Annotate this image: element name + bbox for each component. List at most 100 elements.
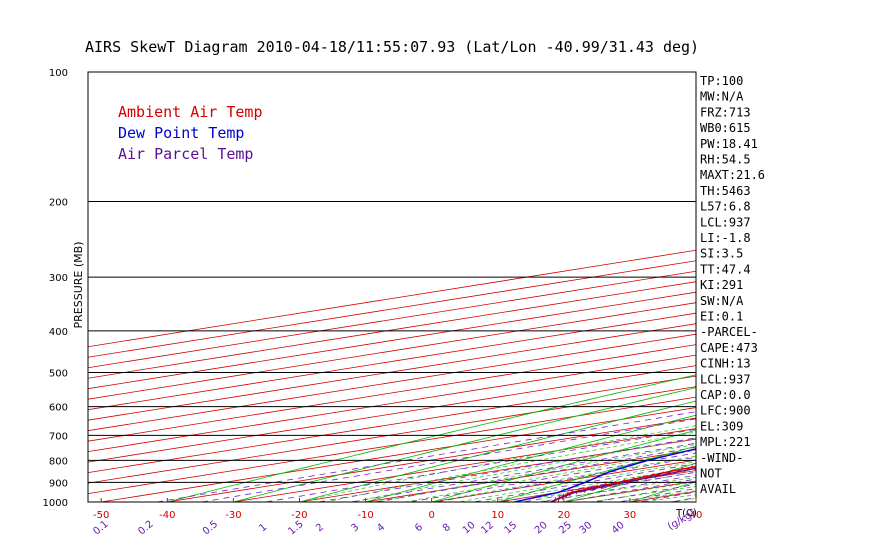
isotherm-line — [88, 260, 696, 358]
mixing-ratio-line — [539, 474, 696, 502]
pressure-tick-label: 800 — [49, 456, 68, 467]
isotherm-line — [88, 386, 696, 484]
cape-hatch-line — [794, 442, 805, 448]
legend-entry: Ambient Air Temp — [118, 103, 263, 121]
moist-adiabat-line — [350, 437, 696, 502]
bottom-temp-tick-label: -50 — [93, 510, 109, 521]
mixing-ratio-tick-label: 12 — [479, 520, 496, 537]
index-entry: KI:291 — [700, 278, 743, 292]
bottom-temp-tick-label: 30 — [624, 510, 637, 521]
dry-adiabat-line — [430, 429, 696, 502]
dry-adiabat-line — [694, 501, 696, 502]
cape-hatch-line — [784, 445, 794, 451]
mixing-ratio-tick-label: 4 — [375, 522, 387, 535]
pressure-tick-label: 600 — [49, 403, 68, 414]
legend: Ambient Air Temp Dew Point Temp Air Parcel… — [118, 103, 263, 163]
moist-adiabat-line — [455, 461, 696, 502]
cape-hatch-line — [815, 438, 827, 444]
index-entry: RH:54.5 — [700, 153, 751, 167]
ambient-temp-line — [550, 465, 696, 502]
index-entry: SW:N/A — [700, 294, 744, 308]
index-entry: TP:100 — [700, 74, 743, 88]
index-entry: -PARCEL- — [700, 325, 758, 339]
index-entry: AVAIL — [700, 482, 736, 496]
index-entry: NOT — [700, 467, 722, 481]
mixing-ratio-line — [471, 463, 696, 502]
bottom-temp-tick-label: 20 — [557, 510, 570, 521]
index-entry: CINH:13 — [700, 357, 751, 371]
mixing-ratio-tick-label: 6 — [413, 522, 425, 535]
dry-adiabat-line — [297, 400, 696, 502]
cape-hatch-line — [858, 428, 870, 434]
mixing-ratio-tick-label: 3 — [349, 522, 361, 535]
isotherm-line — [88, 375, 696, 474]
index-entry: CAP:0.0 — [700, 388, 751, 402]
isotherm-line — [88, 354, 696, 453]
isotherm-line — [88, 270, 696, 369]
index-entry: MW:N/A — [700, 90, 744, 104]
dewpoint-line — [514, 448, 696, 502]
index-entry: LFC:900 — [700, 404, 751, 418]
pressure-tick-label: 400 — [49, 327, 68, 338]
isotherm-line — [164, 417, 696, 502]
moist-adiabat-line — [534, 476, 696, 502]
mixing-ratio-line — [263, 428, 696, 502]
bottom-temp-tick-label: -40 — [159, 510, 175, 521]
isotherm-line — [88, 396, 696, 495]
cape-hatch-line — [774, 447, 783, 453]
index-entry: PW:18.41 — [700, 137, 758, 151]
pressure-tick-label: 200 — [49, 197, 68, 208]
mixing-ratio-tick-label: 15 — [502, 520, 519, 537]
bottom-temp-tick-label: 40 — [690, 510, 703, 521]
isotherm-line — [88, 344, 696, 442]
pressure-tick-label: 500 — [49, 369, 68, 380]
cape-hatch-line — [764, 449, 773, 455]
moist-adiabat-line — [324, 431, 696, 502]
cape-hatch-line — [755, 451, 763, 457]
mixing-ratio-line — [520, 471, 696, 502]
moist-adiabat-line — [297, 425, 696, 502]
dry-adiabat-line — [364, 414, 696, 502]
index-entry: CAPE:473 — [700, 341, 758, 355]
bottom-temp-tick-label: -10 — [357, 510, 373, 521]
mixing-ratio-tick-label: 10 — [461, 520, 478, 537]
isotherm-line — [771, 72, 870, 511]
mixing-ratio-tick-label: 0.5 — [201, 519, 220, 538]
plot-frame — [87, 71, 697, 503]
index-entry: -WIND- — [700, 451, 743, 465]
isotherm-line — [296, 438, 696, 502]
moist-adiabat-line — [482, 466, 696, 502]
index-entry: SI:3.5 — [700, 247, 743, 261]
index-entry: L57:6.8 — [700, 200, 751, 214]
bottom-temp-tick-label: -20 — [291, 510, 307, 521]
bottom-temp-tick-label: 0 — [428, 510, 434, 521]
dry-adiabat-line — [165, 374, 696, 502]
index-entry: MPL:221 — [700, 435, 751, 449]
cape-hatch-line — [836, 433, 849, 439]
pressure-tick-label: 1000 — [43, 498, 68, 509]
bottom-axis-label: T(C) — [675, 508, 697, 519]
mixing-ratio-tick-label: 2 — [314, 522, 326, 535]
moist-adiabat-line — [508, 471, 696, 502]
grid — [88, 72, 870, 511]
legend-entry: Air Parcel Temp — [118, 145, 253, 163]
chart-title: AIRS SkewT Diagram 2010-04-18/11:55:07.9… — [85, 38, 699, 56]
mixing-ratio-line — [407, 452, 696, 502]
isotherm-line — [88, 365, 696, 463]
moist-adiabat-line — [403, 449, 696, 502]
mixing-ratio-tick-label: 8 — [441, 522, 453, 535]
mixing-ratio-tick-label: 1 — [257, 522, 269, 535]
mixing-ratio-tick-label: 20 — [533, 520, 550, 537]
mixing-ratio-tick-label: 0.2 — [136, 519, 155, 538]
isotherm-line — [98, 407, 696, 502]
isotherm-line — [230, 428, 696, 502]
mixing-ratio-tick-label: 30 — [577, 520, 594, 537]
index-entry: TT:47.4 — [700, 262, 751, 276]
index-entry: EL:309 — [700, 419, 743, 433]
pressure-tick-label: 300 — [49, 273, 68, 284]
pressure-tick-label: 900 — [49, 478, 68, 489]
mixing-ratio-line — [562, 478, 696, 502]
y-axis-label: PRESSURE (MB) — [72, 242, 85, 329]
